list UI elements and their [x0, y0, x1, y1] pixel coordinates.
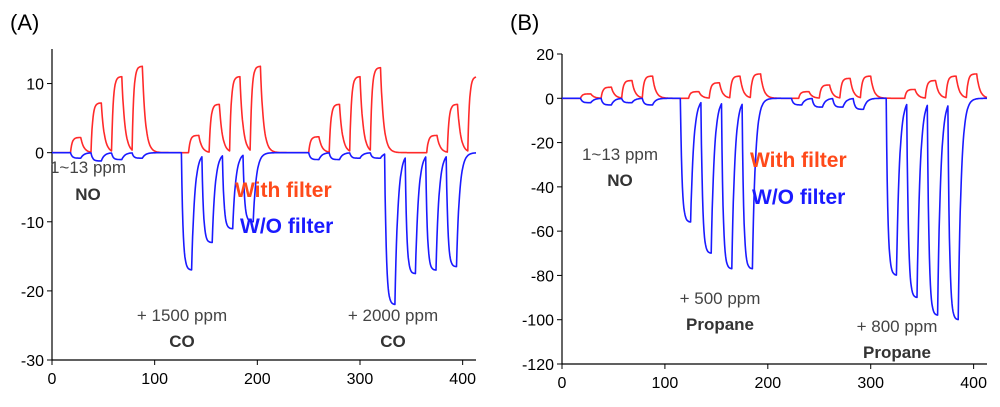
legend-entry: With filter — [235, 179, 332, 202]
y-tick-label: 10 — [26, 77, 44, 94]
y-tick-label: -30 — [21, 353, 44, 370]
x-tick-label: 200 — [244, 371, 271, 388]
x-tick-label: 400 — [960, 375, 987, 392]
x-tick-label: 400 — [449, 371, 476, 388]
y-tick-label: -60 — [531, 224, 554, 241]
legend-entry: W/O filter — [752, 186, 845, 209]
x-tick-label: 100 — [141, 371, 168, 388]
x-tick-label: 300 — [347, 371, 374, 388]
annotation-label: CO — [380, 332, 406, 351]
y-tick-label: -10 — [21, 215, 44, 232]
panel-label: (A) — [10, 10, 39, 35]
annotation-label: 1~13 ppm — [582, 145, 658, 164]
y-tick-label: -20 — [531, 136, 554, 153]
x-tick-label: 200 — [754, 375, 781, 392]
annotation-label: + 500 ppm — [680, 289, 761, 308]
x-tick-label: 0 — [48, 371, 57, 388]
annotation-label: NO — [75, 185, 101, 204]
annotation-label: + 800 ppm — [857, 317, 938, 336]
annotation-label: 1~13 ppm — [50, 158, 126, 177]
y-tick-label: -80 — [531, 268, 554, 285]
y-tick-label: -120 — [522, 357, 554, 374]
y-tick-label: -100 — [522, 313, 554, 330]
series-line-without-filter — [561, 97, 988, 321]
y-tick-label: 20 — [536, 47, 554, 64]
y-tick-label: 0 — [545, 91, 554, 108]
legend-entry: W/O filter — [240, 215, 333, 238]
x-tick-label: 300 — [857, 375, 884, 392]
legend-entry: With filter — [750, 149, 847, 172]
panel-label: (B) — [510, 10, 539, 35]
annotation-label: + 1500 ppm — [137, 306, 227, 325]
y-tick-label: -20 — [21, 284, 44, 301]
annotation-label: + 2000 ppm — [348, 306, 438, 325]
annotation-label: Propane — [686, 315, 754, 334]
x-tick-label: 0 — [558, 375, 567, 392]
series-line-with-filter — [561, 73, 988, 100]
x-tick-label: 100 — [652, 375, 679, 392]
annotation-label: Propane — [863, 343, 931, 362]
annotation-label: CO — [169, 332, 195, 351]
y-tick-label: 0 — [35, 146, 44, 163]
annotation-label: NO — [607, 171, 633, 190]
y-tick-label: -40 — [531, 180, 554, 197]
series-line-without-filter — [51, 151, 477, 306]
series-line-with-filter — [51, 65, 477, 154]
